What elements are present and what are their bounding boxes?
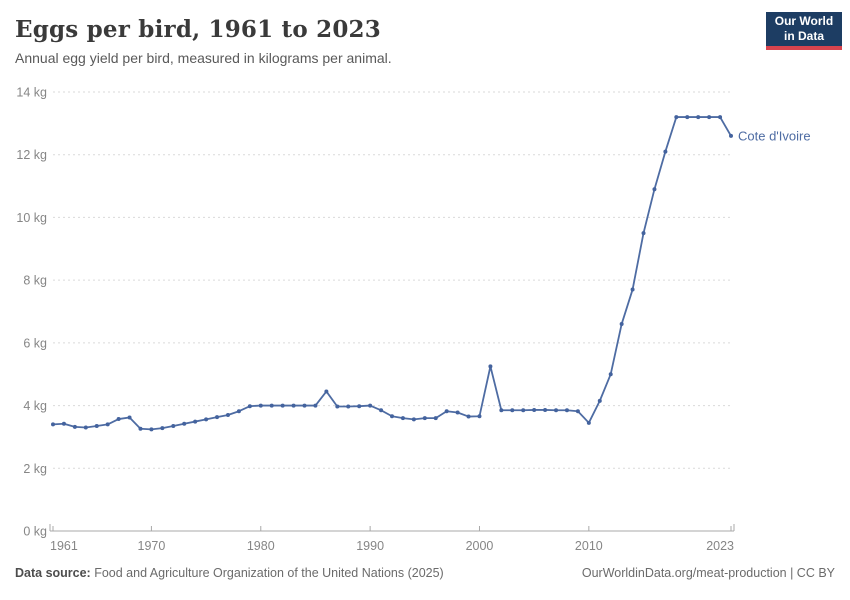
data-point[interactable] [193, 419, 198, 424]
data-point[interactable] [204, 417, 209, 422]
entity-label[interactable]: Cote d'Ivoire [738, 128, 811, 143]
x-tick-label: 1961 [50, 539, 78, 553]
data-point[interactable] [247, 404, 252, 409]
data-point[interactable] [575, 409, 580, 414]
data-point[interactable] [630, 287, 635, 292]
data-point[interactable] [269, 403, 274, 408]
data-point[interactable] [171, 423, 176, 428]
data-point[interactable] [652, 187, 657, 192]
chart-subtitle: Annual egg yield per bird, measured in k… [15, 50, 392, 66]
data-point[interactable] [368, 403, 373, 408]
y-tick-label: 8 kg [23, 274, 47, 288]
data-point[interactable] [94, 423, 99, 428]
chart-title: Eggs per bird, 1961 to 2023 [15, 16, 381, 43]
x-tick-label: 2023 [706, 539, 734, 553]
x-tick-label: 2010 [575, 539, 603, 553]
chart-footer: Data source: Food and Agriculture Organi… [15, 566, 835, 580]
data-point[interactable] [554, 408, 559, 413]
x-tick-label: 1970 [138, 539, 166, 553]
data-point[interactable] [236, 409, 241, 414]
data-point[interactable] [379, 408, 384, 413]
data-point[interactable] [335, 404, 340, 409]
data-point[interactable] [510, 408, 515, 413]
chart-svg: 0 kg 2 kg 4 kg 6 kg 8 kg 10 kg 12 kg 14 kg 1961 1… [16, 86, 811, 554]
data-point[interactable] [597, 398, 602, 403]
data-point[interactable] [280, 403, 285, 408]
y-tick-label: 2 kg [23, 462, 47, 476]
chart-header: Eggs per bird, 1961 to 2023 Annual egg y… [15, 16, 750, 66]
data-point[interactable] [586, 420, 591, 425]
data-point[interactable] [160, 426, 165, 431]
data-point[interactable] [346, 404, 351, 409]
data-point[interactable] [357, 404, 362, 409]
data-point[interactable] [182, 421, 187, 426]
data-point[interactable] [422, 416, 427, 421]
data-point[interactable] [83, 425, 88, 430]
data-point[interactable] [532, 407, 537, 412]
data-point[interactable] [696, 115, 701, 120]
data-point[interactable] [127, 415, 132, 420]
data-source-text: Food and Agriculture Organization of the… [90, 566, 444, 580]
data-point[interactable] [149, 427, 154, 432]
data-point[interactable] [72, 424, 77, 429]
data-point[interactable] [729, 133, 733, 138]
data-source-label: Data source: [15, 566, 91, 580]
data-point[interactable] [466, 414, 471, 419]
owid-logo: Our World in Data [766, 12, 842, 50]
data-point[interactable] [499, 408, 504, 413]
data-point[interactable] [116, 417, 121, 422]
data-point[interactable] [105, 422, 110, 427]
data-point[interactable] [543, 407, 548, 412]
data-point[interactable] [521, 408, 526, 413]
data-point[interactable] [138, 426, 143, 431]
data-point[interactable] [51, 422, 55, 427]
data-point[interactable] [608, 372, 613, 377]
data-point[interactable] [674, 115, 679, 120]
data-point[interactable] [488, 364, 493, 369]
y-tick-label: 4 kg [23, 399, 47, 413]
data-point[interactable] [225, 412, 230, 417]
data-point[interactable] [433, 416, 438, 421]
data-point[interactable] [718, 115, 723, 120]
data-point[interactable] [324, 389, 329, 394]
y-tick-label: 14 kg [16, 86, 47, 100]
data-point[interactable] [411, 417, 416, 422]
line-chart-plot[interactable]: 0 kg 2 kg 4 kg 6 kg 8 kg 10 kg 12 kg 14 kg 1961 1… [0, 80, 850, 562]
x-tick-label: 1990 [356, 539, 384, 553]
y-tick-label: 10 kg [16, 211, 47, 225]
owid-logo-line1: Our World [774, 14, 834, 28]
data-point[interactable] [707, 115, 712, 120]
footer-credit: OurWorldinData.org/meat-production | CC … [581, 566, 835, 580]
data-point[interactable] [685, 115, 690, 120]
x-tick-label: 1980 [247, 539, 275, 553]
y-tick-label: 6 kg [23, 336, 47, 350]
data-point[interactable] [390, 414, 394, 419]
data-point[interactable] [302, 403, 307, 408]
owid-logo-line2: in Data [783, 29, 824, 43]
x-tick-label: 2000 [466, 539, 494, 553]
data-point[interactable] [444, 409, 449, 414]
data-point[interactable] [61, 421, 66, 426]
data-point[interactable] [641, 231, 646, 236]
data-point[interactable] [619, 322, 624, 327]
data-point[interactable] [313, 403, 318, 408]
data-point[interactable] [215, 415, 220, 420]
y-tick-label: 12 kg [16, 148, 47, 162]
data-source-note: Data source: Food and Agriculture Organi… [15, 566, 444, 580]
data-point[interactable] [258, 403, 263, 408]
data-line[interactable] [52, 116, 732, 431]
data-point[interactable] [455, 410, 460, 415]
data-point[interactable] [477, 414, 482, 419]
data-point[interactable] [291, 403, 296, 408]
y-tick-label: 0 kg [23, 525, 47, 539]
data-point[interactable] [663, 149, 668, 154]
data-point[interactable] [400, 416, 405, 421]
data-point[interactable] [564, 408, 569, 413]
